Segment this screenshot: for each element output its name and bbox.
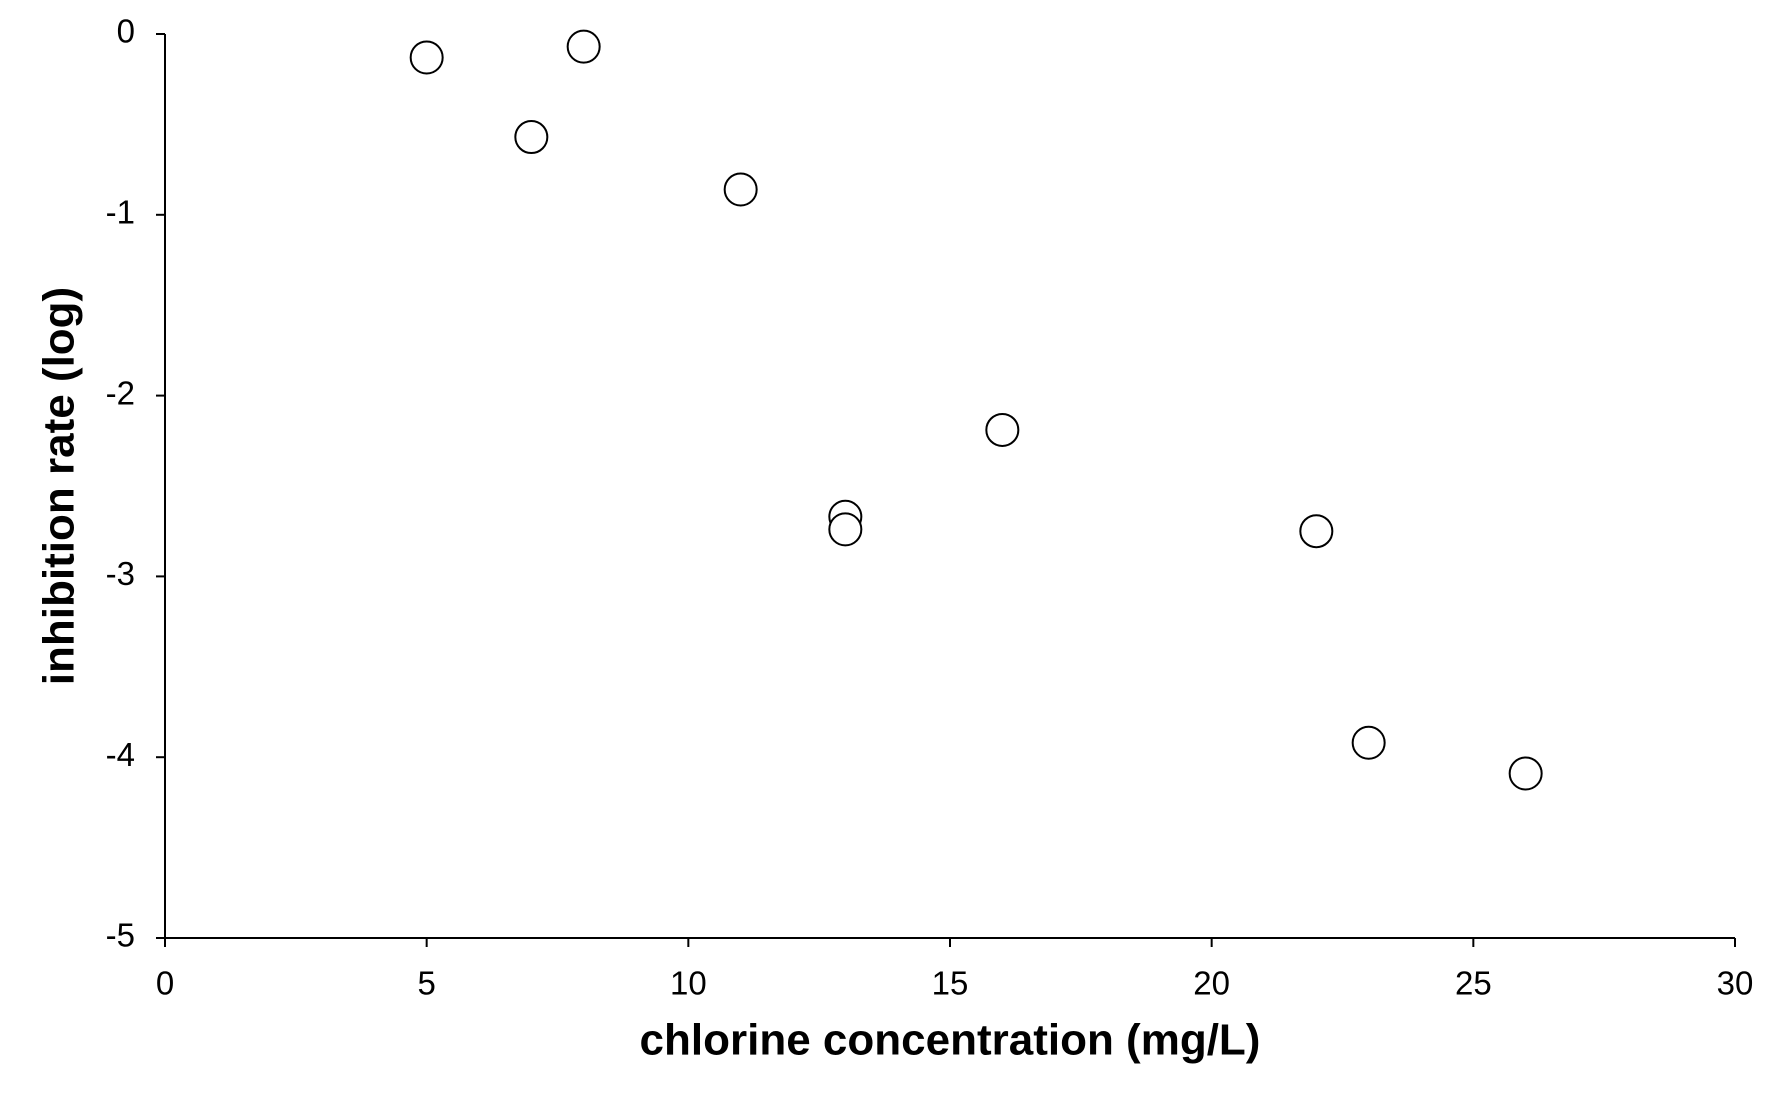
data-point (566, 29, 601, 64)
data-point (1351, 725, 1386, 760)
x-tick-label: 30 (1717, 965, 1754, 1002)
y-tick-label: -1 (106, 194, 135, 231)
x-tick-label: 25 (1455, 965, 1492, 1002)
data-point (985, 412, 1020, 447)
x-tick-label: 10 (670, 965, 707, 1002)
data-point (723, 172, 758, 207)
x-tick-label: 20 (1193, 965, 1230, 1002)
data-point (514, 120, 549, 155)
y-tick-label: -2 (106, 374, 135, 411)
y-axis-title: inhibition rate (log) (35, 287, 84, 685)
data-point (1508, 756, 1543, 791)
y-tick-label: 0 (117, 13, 135, 50)
y-tick-label: -3 (106, 555, 135, 592)
x-tick-label: 0 (156, 965, 174, 1002)
x-axis-title: chlorine concentration (mg/L) (640, 1016, 1261, 1065)
data-point (409, 40, 444, 75)
data-point (1299, 514, 1334, 549)
data-point (828, 512, 863, 547)
y-tick-label: -5 (106, 917, 135, 954)
y-tick-label: -4 (106, 736, 135, 773)
x-tick-label: 5 (417, 965, 435, 1002)
x-tick-label: 15 (932, 965, 969, 1002)
